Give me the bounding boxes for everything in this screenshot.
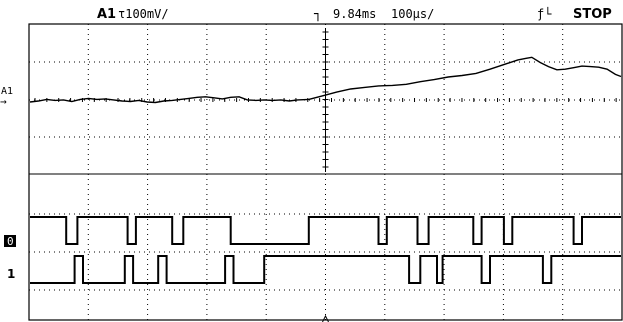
trigger-position-icon: [322, 314, 329, 322]
digital-ch0-marker-box: [4, 235, 16, 247]
timebase-delay: 9.84ms: [333, 7, 376, 21]
run-state: STOP: [573, 7, 612, 22]
digital-ch1-marker: 1: [7, 267, 15, 281]
trigger-symbol: ┐: [313, 7, 322, 22]
digital-ch0-trace: [30, 216, 621, 245]
digital-ch1-trace: [30, 255, 621, 284]
channel-scale: τ100mV/: [118, 7, 169, 21]
ground-arrow-icon: →: [0, 95, 7, 108]
channel-label: A1: [97, 7, 116, 22]
analog-trace: [29, 56, 622, 104]
center-axis: [34, 28, 617, 322]
trigger-mode-icon: ƒ└: [537, 6, 552, 21]
digital-ch0-marker: 0: [7, 235, 14, 248]
timebase-scale: 100µs/: [391, 7, 434, 21]
analog-channel-marker: A1: [1, 86, 13, 97]
